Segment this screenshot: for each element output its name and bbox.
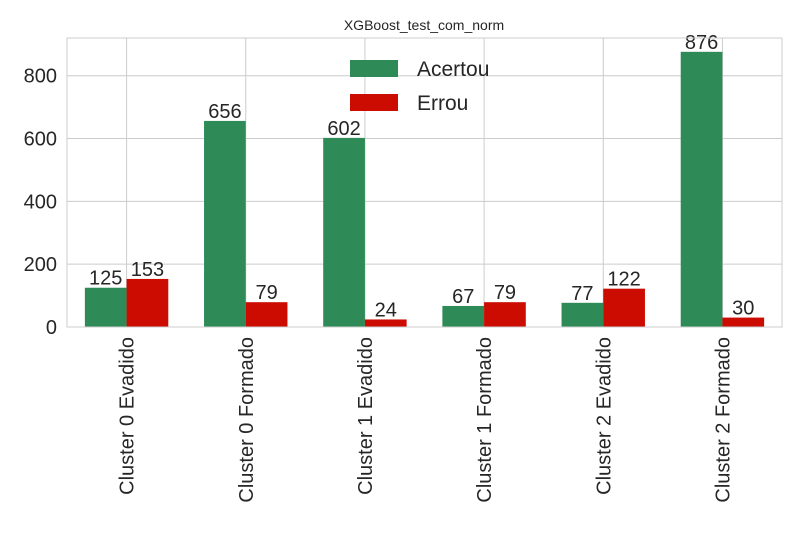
chart-title: XGBoost_test_com_norm xyxy=(344,17,504,33)
y-tick-label: 800 xyxy=(24,66,57,88)
data-label: 153 xyxy=(131,259,164,281)
bar-acertou xyxy=(204,120,246,327)
legend-swatch-acertou xyxy=(350,60,398,77)
x-tick-label: Cluster 1 Formado xyxy=(474,337,496,503)
data-label: 67 xyxy=(452,286,474,308)
data-label: 77 xyxy=(571,283,593,305)
x-tick-label: Cluster 2 Formado xyxy=(712,337,734,503)
data-label: 79 xyxy=(255,282,277,304)
x-tick-label: Cluster 0 Formado xyxy=(236,337,258,503)
x-axis: Cluster 0 Evadido Cluster 0 Formado Cluste… xyxy=(117,337,735,503)
legend: Acertou Errou xyxy=(350,58,489,115)
data-label: 30 xyxy=(732,298,754,320)
x-tick-label: Cluster 1 Evadido xyxy=(355,337,377,495)
data-label: 24 xyxy=(375,299,397,321)
bar-acertou xyxy=(561,302,604,327)
plot-frame xyxy=(66,37,783,328)
y-tick-label: 600 xyxy=(24,129,57,151)
bar-acertou xyxy=(323,137,365,327)
bar-acertou xyxy=(680,51,723,327)
data-label: 79 xyxy=(494,282,516,304)
bar-errou xyxy=(364,319,407,327)
data-labels: 125 153 656 79 602 24 67 79 77 122 876 30 xyxy=(89,32,754,322)
data-label: 122 xyxy=(607,269,640,291)
bar-errou xyxy=(603,288,645,327)
y-tick-label: 200 xyxy=(24,254,57,276)
data-label: 876 xyxy=(685,32,718,54)
bars xyxy=(84,51,765,327)
bar-acertou xyxy=(84,287,127,327)
legend-swatch-errou xyxy=(350,94,398,111)
y-axis: 0 200 400 600 800 xyxy=(24,66,57,339)
bar-errou xyxy=(245,302,288,327)
y-tick-label: 0 xyxy=(46,317,57,339)
y-tick-label: 400 xyxy=(24,191,57,213)
data-label: 656 xyxy=(208,101,241,123)
data-label: 125 xyxy=(89,268,122,290)
bar-acertou xyxy=(442,305,485,327)
bar-errou xyxy=(484,302,526,327)
x-tick-label: Cluster 2 Evadido xyxy=(593,337,615,495)
x-tick-label: Cluster 0 Evadido xyxy=(117,337,139,495)
bar-errou xyxy=(722,317,765,327)
bar-errou xyxy=(126,278,169,327)
legend-label: Errou xyxy=(417,92,468,115)
legend-label: Acertou xyxy=(417,58,489,81)
grid xyxy=(67,38,782,328)
data-label: 602 xyxy=(327,118,360,140)
